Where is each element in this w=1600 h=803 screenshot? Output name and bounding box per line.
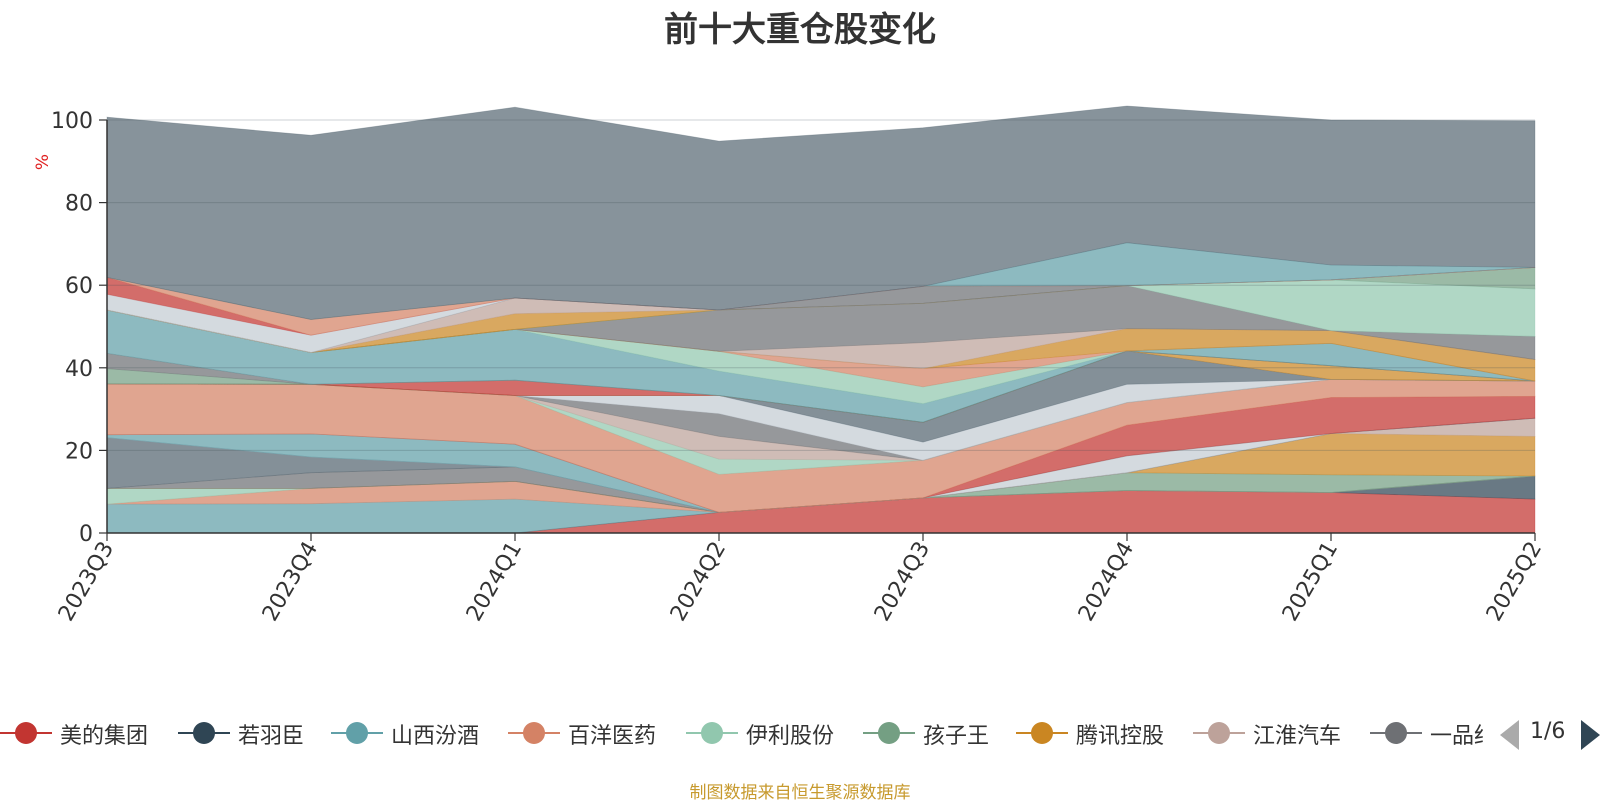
legend-marker-icon (1370, 722, 1422, 744)
area-layer-19 (106, 285, 1536, 360)
x-tick-labels: 2023Q3 2023Q4 2024Q1 2024Q2 2024Q3 2024Q4 2025… (54, 533, 1547, 626)
legend-label: 江淮汽车 (1253, 724, 1342, 749)
y-tick-labels: 0 20 40 60 80 100 (51, 109, 107, 547)
y-tick-label-0: 0 (79, 522, 93, 547)
legend-label: 腾讯控股 (1076, 724, 1165, 749)
area-layer-21 (106, 266, 1536, 353)
x-tick-label-1: 2023Q4 (258, 538, 323, 626)
plot-areas (106, 105, 1536, 534)
legend-label: 伊利股份 (746, 724, 835, 749)
axes: % (33, 120, 1535, 534)
area-layer-4 (106, 378, 1536, 513)
legend-marker-icon (178, 722, 230, 744)
data-source-note: 制图数据来自恒生聚源数据库 (689, 783, 911, 803)
legend-scroll-area: 美的集团 若羽臣 山西汾酒 百洋医药 伊利股份 孩子王 腾讯控股 江淮汽车 一品红 (0, 713, 1483, 753)
legend-marker-icon (1016, 722, 1068, 744)
x-tick-label-3: 2024Q2 (666, 538, 731, 626)
legend-page-indicator: 1/6 (1530, 719, 1566, 744)
legend-marker-icon (863, 722, 915, 744)
x-tick-label-0: 2023Q3 (54, 538, 119, 626)
legend-label: 美的集团 (60, 724, 149, 749)
area-layer-29 (106, 105, 1536, 320)
grid-lines (107, 119, 1535, 451)
legend-label: 一品红 (1430, 724, 1483, 749)
legend-marker-icon (508, 722, 560, 744)
y-tick-label-4: 80 (65, 192, 93, 217)
y-tick-label-3: 60 (65, 274, 93, 299)
legend-next-page-icon[interactable] (1581, 720, 1600, 750)
legend: 美的集团 若羽臣 山西汾酒 百洋医药 伊利股份 孩子王 腾讯控股 江淮汽车 一品红 1/6 (0, 713, 1600, 753)
area-layer-20 (106, 279, 1536, 353)
y-tick-label-2: 40 (65, 357, 93, 382)
legend-marker-icon (331, 722, 383, 744)
x-tick-label-7: 2025Q2 (1482, 538, 1547, 626)
legend-label: 山西汾酒 (391, 724, 480, 749)
legend-label: 百洋医药 (568, 724, 657, 749)
chart-title: 前十大重仓股变化 (664, 10, 936, 50)
legend-marker-icon (1193, 722, 1245, 744)
legend-label: 孩子王 (923, 724, 990, 749)
legend-marker-icon (686, 722, 738, 744)
y-tick-label-1: 20 (65, 439, 93, 464)
area-layer-17 (106, 309, 1536, 382)
legend-label: 若羽臣 (238, 724, 305, 749)
y-axis-label: % (33, 154, 53, 170)
x-tick-label-5: 2024Q4 (1074, 538, 1139, 626)
y-tick-label-5: 100 (51, 109, 93, 134)
x-tick-label-6: 2025Q1 (1278, 538, 1343, 626)
x-tick-label-4: 2024Q3 (870, 538, 935, 626)
x-tick-label-2: 2024Q1 (462, 538, 527, 626)
legend-marker-icon (0, 722, 52, 744)
legend-prev-page-icon[interactable] (1500, 720, 1519, 750)
